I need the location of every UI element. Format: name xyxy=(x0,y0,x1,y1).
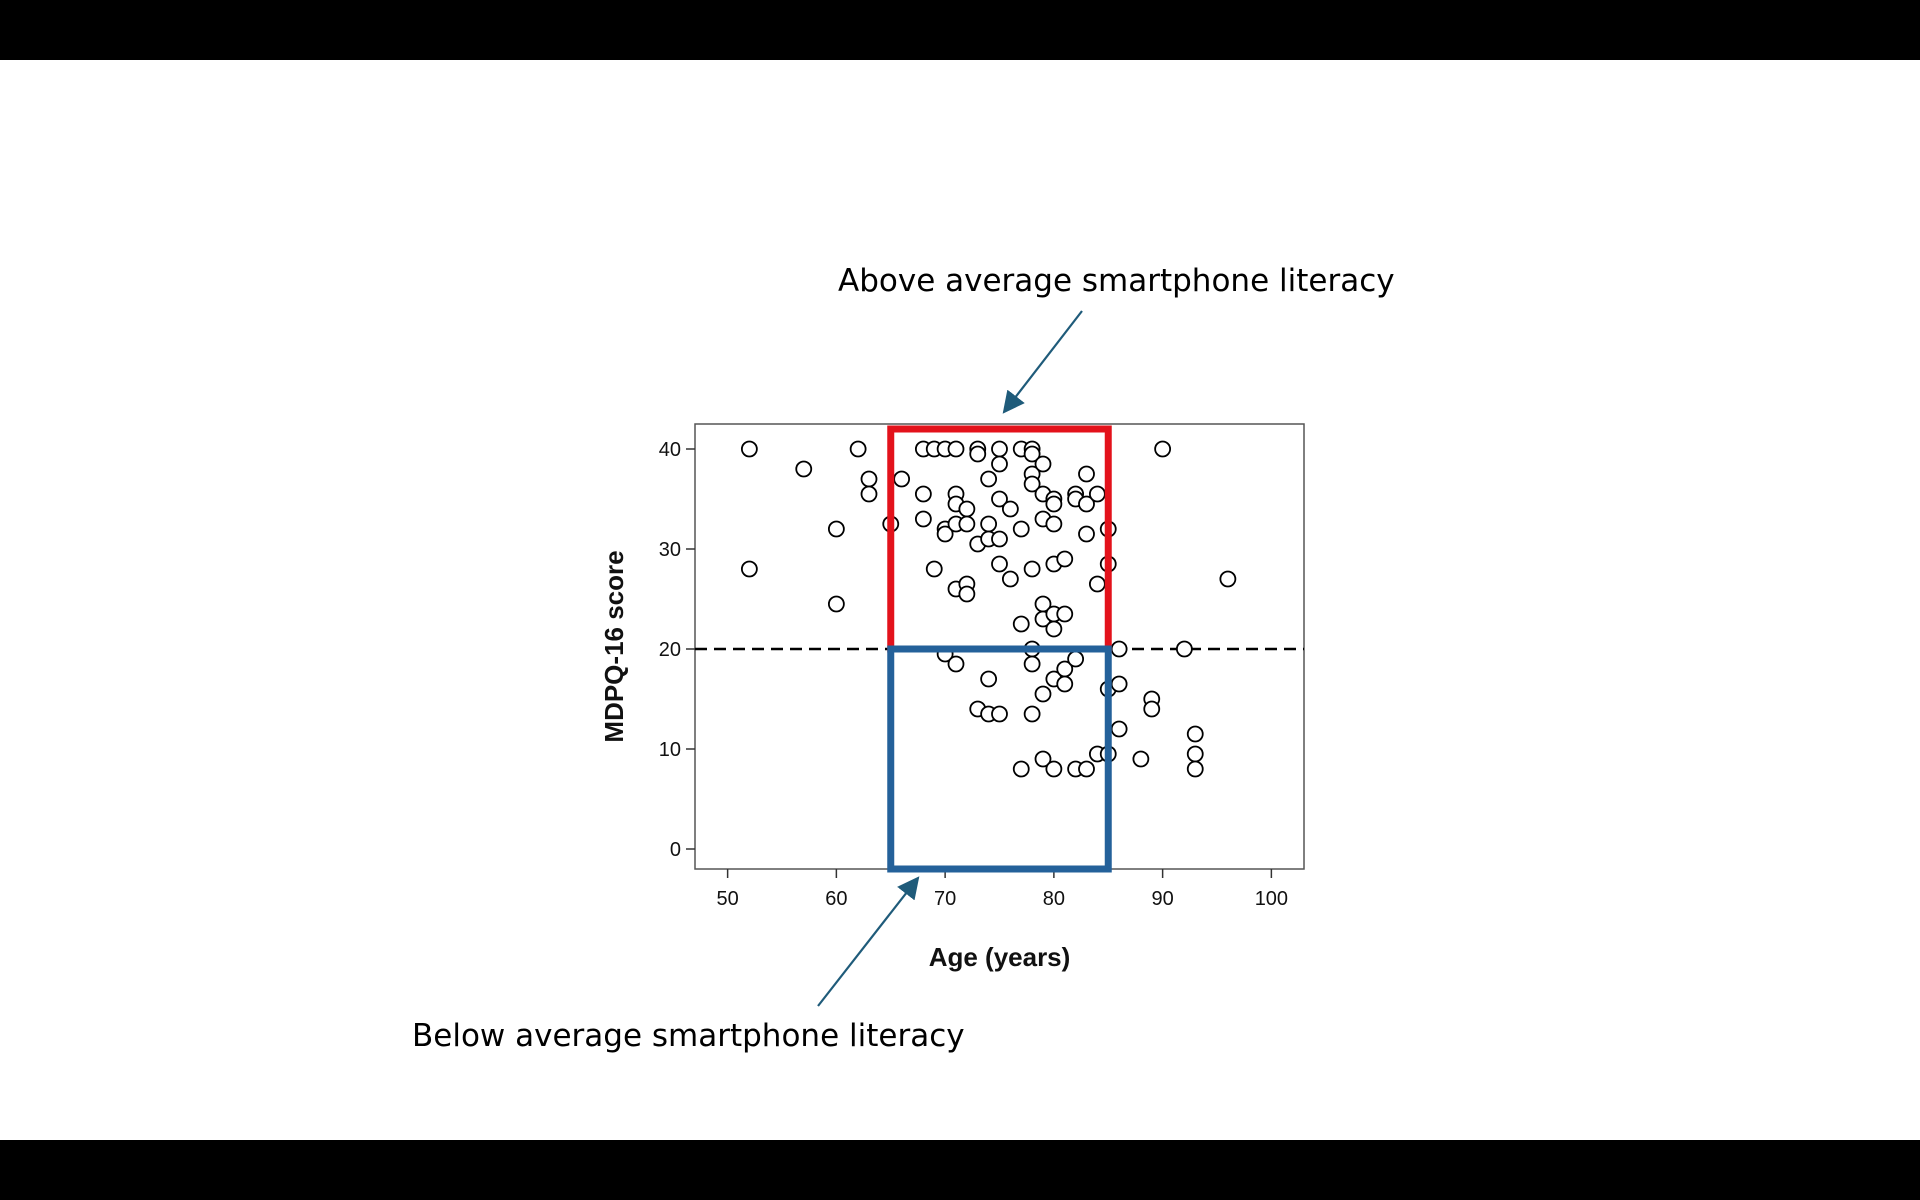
data-point xyxy=(914,510,932,528)
data-point xyxy=(991,455,1008,473)
data-point xyxy=(1023,560,1041,578)
data-point xyxy=(1088,485,1106,503)
data-point xyxy=(1078,760,1095,778)
x-tick-label: 100 xyxy=(1255,888,1288,910)
data-point xyxy=(1034,455,1052,473)
y-axis-label: MDPQ-16 score xyxy=(599,550,629,742)
data-point xyxy=(893,470,911,488)
top-letterbox-bar xyxy=(0,0,1920,60)
above-average-annotation: Above average smartphone literacy xyxy=(838,263,1395,299)
data-point xyxy=(991,530,1008,548)
data-point xyxy=(980,670,998,688)
data-point xyxy=(1001,570,1019,588)
data-point xyxy=(740,560,758,578)
data-point xyxy=(1219,570,1237,588)
data-point xyxy=(1067,650,1085,668)
above-annotation-arrow xyxy=(1002,310,1083,414)
data-point xyxy=(1132,750,1150,768)
data-point xyxy=(1045,515,1063,533)
data-point xyxy=(827,520,845,538)
y-tick-label: 20 xyxy=(659,639,681,661)
data-point xyxy=(1034,750,1052,768)
y-tick-label: 0 xyxy=(670,839,681,861)
data-point xyxy=(1056,675,1074,693)
data-point xyxy=(1023,655,1041,673)
data-point xyxy=(1023,705,1041,723)
x-tick-label: 90 xyxy=(1152,888,1174,910)
data-point xyxy=(1110,720,1128,738)
data-point xyxy=(1186,760,1204,778)
x-tick-label: 80 xyxy=(1043,888,1065,910)
y-tick-label: 10 xyxy=(659,739,681,761)
data-point xyxy=(991,490,1008,508)
data-point xyxy=(1078,495,1095,513)
below-annotation-arrow xyxy=(817,876,920,1007)
data-point xyxy=(958,515,976,533)
data-point xyxy=(860,485,878,503)
data-point xyxy=(795,460,813,478)
data-point xyxy=(1056,550,1074,568)
data-point xyxy=(980,515,998,533)
data-point xyxy=(1045,760,1063,778)
data-point xyxy=(969,445,987,463)
data-point xyxy=(849,440,867,458)
data-point xyxy=(1034,685,1052,703)
bottom-letterbox-bar xyxy=(0,1140,1920,1200)
data-point xyxy=(936,525,954,543)
data-point xyxy=(860,470,878,488)
data-point xyxy=(958,585,976,603)
data-point xyxy=(1045,495,1063,513)
data-point xyxy=(991,440,1008,458)
data-point xyxy=(991,555,1008,573)
data-point xyxy=(827,595,845,613)
data-point xyxy=(1078,525,1095,543)
data-point xyxy=(740,440,758,458)
data-point xyxy=(958,500,976,518)
y-tick-label: 40 xyxy=(659,439,681,461)
data-point xyxy=(1078,465,1095,483)
data-point xyxy=(1045,620,1063,638)
y-tick-label: 30 xyxy=(659,539,681,561)
x-axis-label: Age (years) xyxy=(929,942,1071,972)
data-point xyxy=(947,440,965,458)
data-point xyxy=(925,560,943,578)
data-point xyxy=(1023,445,1041,463)
data-point xyxy=(1154,440,1172,458)
x-tick-label: 70 xyxy=(934,888,956,910)
data-point xyxy=(1001,500,1019,518)
data-point xyxy=(1012,615,1030,633)
data-point xyxy=(914,485,932,503)
data-point xyxy=(1023,475,1041,493)
data-point xyxy=(947,655,965,673)
x-tick-label: 50 xyxy=(717,888,739,910)
below-average-region-box xyxy=(887,645,1112,873)
data-point xyxy=(991,705,1008,723)
data-point xyxy=(1110,675,1128,693)
data-point xyxy=(980,470,998,488)
data-point xyxy=(1088,575,1106,593)
below-average-annotation: Below average smartphone literacy xyxy=(412,1018,965,1054)
x-tick-label: 60 xyxy=(825,888,847,910)
data-point xyxy=(1056,605,1074,623)
data-point xyxy=(1186,745,1204,763)
data-point xyxy=(1012,520,1030,538)
data-point xyxy=(1175,640,1193,658)
data-point xyxy=(1012,760,1030,778)
data-point xyxy=(1143,700,1161,718)
data-point xyxy=(1186,725,1204,743)
data-point xyxy=(1110,640,1128,658)
